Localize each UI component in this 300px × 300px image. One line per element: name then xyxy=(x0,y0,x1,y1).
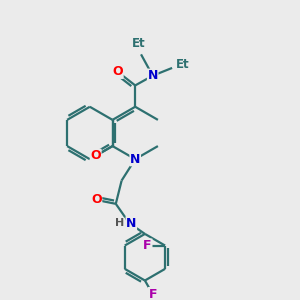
Text: N: N xyxy=(130,153,140,166)
Text: N: N xyxy=(148,69,158,82)
Text: O: O xyxy=(91,194,102,206)
Text: H: H xyxy=(115,218,124,228)
Text: F: F xyxy=(148,288,157,300)
Text: F: F xyxy=(143,239,152,252)
Text: O: O xyxy=(112,65,123,78)
Text: Et: Et xyxy=(132,38,146,50)
Text: Et: Et xyxy=(176,58,190,70)
Text: N: N xyxy=(126,217,136,230)
Text: O: O xyxy=(90,149,101,162)
